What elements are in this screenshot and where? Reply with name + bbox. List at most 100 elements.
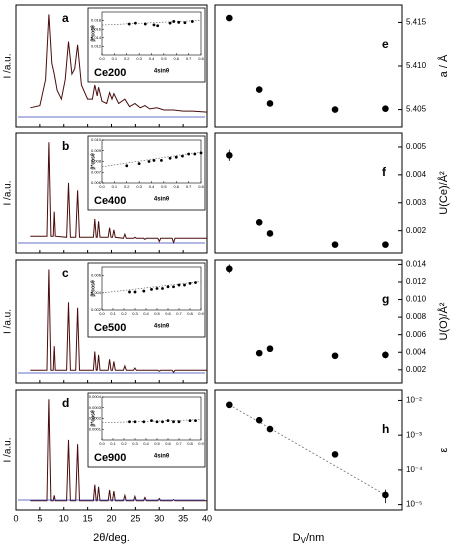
inset-y-tick-label: 0.0001 — [89, 426, 102, 431]
inset-y-tick-label: 0.018 — [91, 18, 102, 23]
inset-x-tick-label: 0.0 — [99, 311, 105, 316]
inset-point — [142, 420, 146, 424]
inset-point — [181, 154, 184, 158]
x-tick-label: 35 — [178, 513, 188, 523]
y-tick-label: 0.004 — [406, 347, 427, 356]
inset-point — [177, 420, 181, 424]
inset-point — [194, 419, 197, 423]
inset-point — [127, 22, 131, 26]
y-tick-label: 10⁻³ — [406, 430, 422, 439]
inset-x-tick-label: 0.4 — [149, 184, 155, 189]
inset-point — [166, 419, 170, 423]
data-point — [382, 105, 389, 112]
y-tick-label: 0.008 — [406, 312, 427, 321]
inset-y-tick-label: 0.008 — [91, 159, 102, 164]
inset-x-tick-label: 0.6 — [165, 311, 171, 316]
inset-x-tick-label: 0.5 — [154, 311, 160, 316]
data-point — [255, 219, 263, 226]
data-point — [331, 451, 339, 458]
inset-x-tick-label: 0.7 — [186, 56, 192, 61]
inset-frame — [87, 392, 206, 468]
inset-point — [174, 155, 178, 159]
y-axis-label: U(Ce)/Å² — [437, 171, 450, 215]
y-axis-label: a / Å — [437, 54, 450, 77]
inset-point — [152, 23, 156, 27]
inset-y-tick-label: 0.0004 — [89, 394, 102, 399]
inset-point — [125, 164, 129, 168]
inset-y-label: β*cosθ — [90, 153, 96, 170]
x-tick-label: 10 — [59, 513, 69, 523]
pattern-line — [30, 269, 207, 374]
inset-y-tick-label: 0.009 — [91, 148, 102, 153]
x-tick-label: 20 — [106, 513, 116, 523]
x-tick-label: 25 — [130, 513, 140, 523]
sample-name: Ce400 — [94, 195, 126, 207]
inset-x-tick-label: 0.5 — [161, 184, 167, 189]
inset-point — [133, 290, 137, 294]
inset-x-label: 4sinθ — [154, 324, 169, 330]
y-tick-label: 5.415 — [406, 18, 427, 27]
inset-point — [152, 159, 156, 162]
x-tick-label: 0 — [13, 513, 18, 523]
data-point — [255, 416, 263, 424]
data-point — [331, 106, 339, 113]
data-point — [382, 351, 389, 359]
inset-point — [156, 24, 160, 28]
inset-point — [177, 20, 181, 24]
panel-frame — [214, 259, 403, 384]
inset-x-tick-label: 0.7 — [186, 184, 192, 189]
data-point — [331, 352, 339, 360]
x-axis-label: DV/nm — [293, 532, 325, 545]
inset-x-tick-label: 0.1 — [110, 311, 116, 316]
inset-x-label: 4sinθ — [154, 69, 169, 75]
inset-point — [199, 151, 203, 155]
y-tick-label: 0.003 — [406, 198, 427, 207]
inset-y-tick-label: 0.006 — [91, 273, 102, 278]
panel-letter: b — [62, 139, 69, 153]
inset-point — [142, 289, 146, 293]
data-point — [382, 241, 389, 248]
inset-point — [194, 281, 197, 284]
x-axis-label: 2θ/deg. — [93, 532, 130, 544]
inset-y-label: β*cosθ — [90, 280, 96, 297]
inset-point — [187, 152, 191, 156]
y-axis-label: I /a.u. — [3, 180, 14, 205]
inset-y-tick-label: 0.002 — [91, 307, 102, 312]
inset-point — [128, 420, 131, 424]
inset-x-tick-label: 0.3 — [136, 184, 142, 189]
y-axis-label: I /a.u. — [3, 437, 14, 462]
panel-frame — [214, 389, 403, 511]
inset-y-tick-label: 0.004 — [91, 290, 102, 295]
inset-point — [155, 287, 159, 290]
inset-point — [172, 20, 176, 23]
pattern-line — [30, 399, 207, 502]
x-axis-label-main: D — [293, 532, 301, 544]
inset-x-tick-label: 0.3 — [132, 311, 138, 316]
inset-point — [143, 22, 147, 26]
inset-point — [172, 420, 175, 424]
inset-y-tick-label: 0.006 — [91, 180, 102, 185]
inset-x-tick-label: 0.4 — [149, 56, 155, 61]
y-tick-label: 0.004 — [406, 170, 427, 179]
inset-x-tick-label: 0.8 — [198, 184, 204, 189]
inset-point — [183, 283, 186, 287]
inset-frame — [87, 7, 206, 83]
inset-x-tick-label: 0.9 — [198, 311, 204, 316]
y-tick-label: 0.002 — [406, 226, 427, 235]
inset-x-tick-label: 0.2 — [121, 441, 127, 446]
inset-point — [188, 281, 192, 285]
inset-point — [172, 285, 175, 289]
inset-axes — [101, 266, 202, 311]
data-point — [331, 241, 339, 248]
y-axis-label: U(O)/Å² — [437, 302, 450, 340]
data-point — [266, 345, 274, 353]
inset-x-tick-label: 0.6 — [173, 56, 179, 61]
inset-y-tick-label: 0.016 — [91, 26, 102, 31]
inset-y-label: β*cosθ — [90, 25, 96, 42]
data-point — [255, 86, 263, 93]
inset-x-tick-label: 0.3 — [132, 441, 138, 446]
y-tick-label: 10⁻⁴ — [406, 465, 423, 474]
inset-x-tick-label: 0.2 — [124, 56, 130, 61]
panel-letter: g — [382, 292, 389, 306]
data-point — [226, 152, 233, 159]
